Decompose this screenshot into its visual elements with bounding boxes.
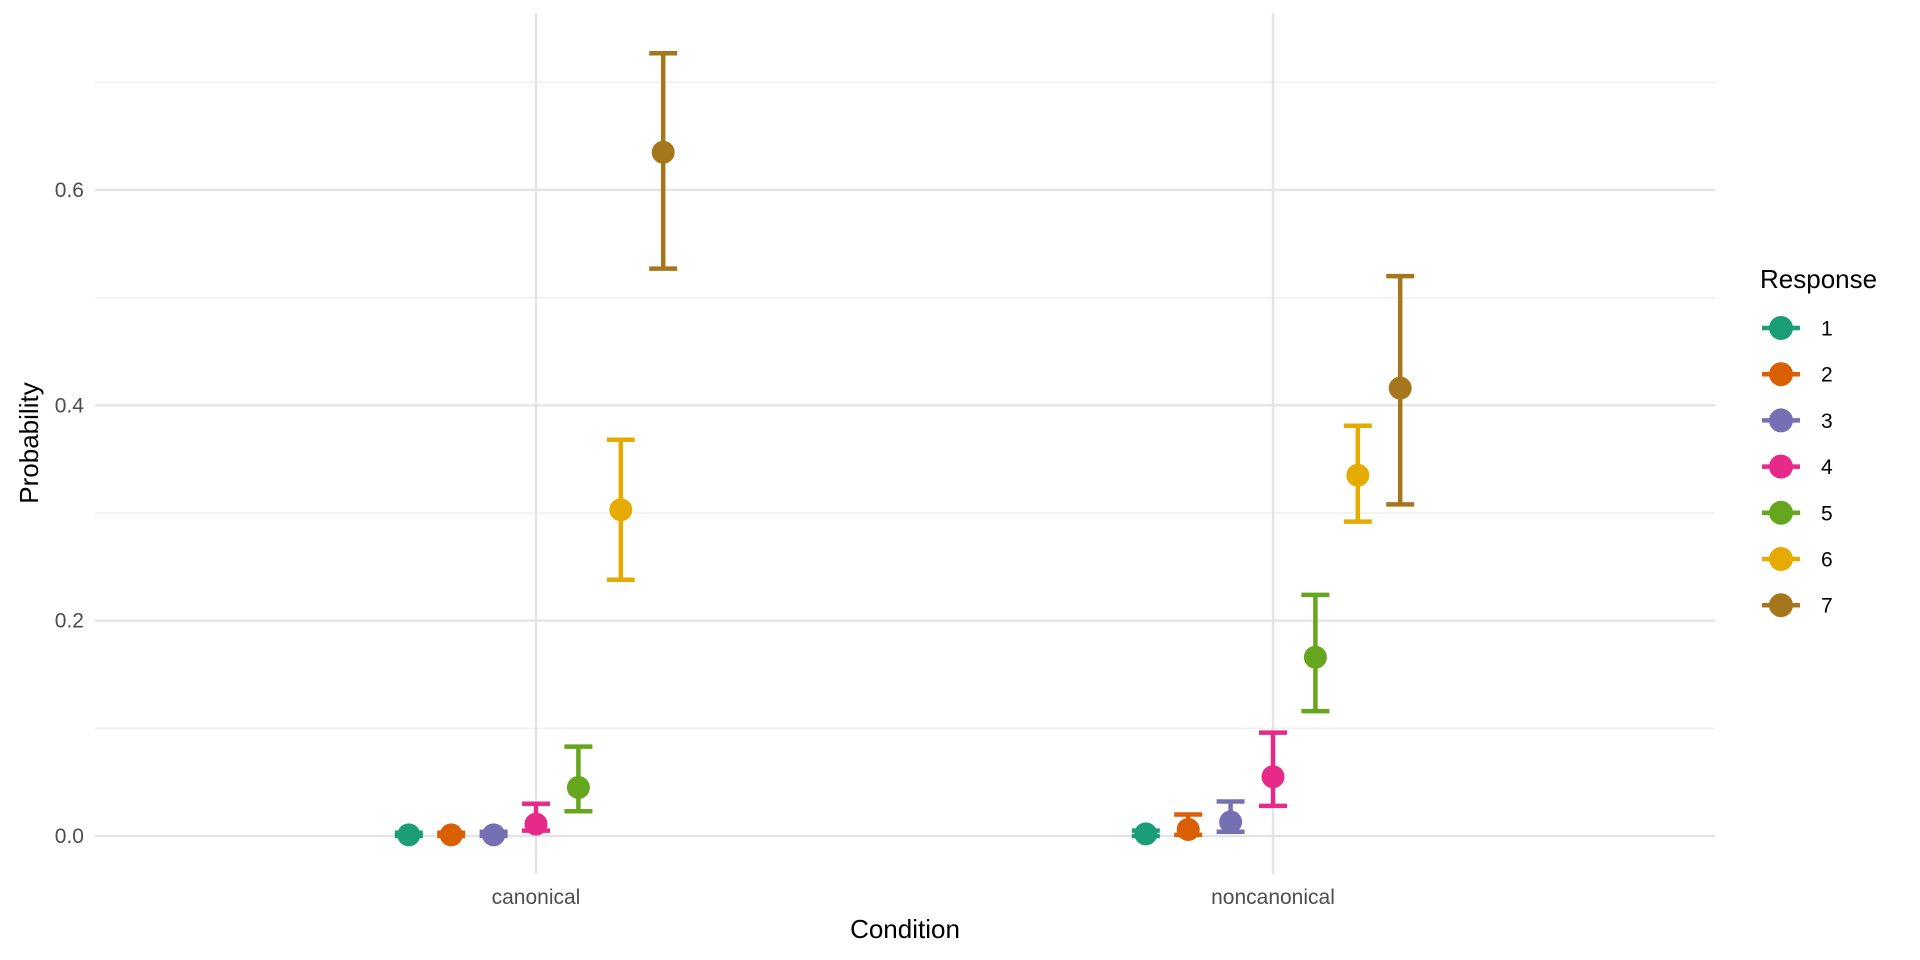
pointrange-canonical-response-5 — [564, 744, 593, 814]
x-axis-title: Condition — [850, 914, 960, 944]
legend-label-2: 2 — [1821, 364, 1833, 387]
mean-point-noncanonical-3 — [1219, 810, 1243, 834]
legend-label-6: 6 — [1821, 549, 1833, 572]
legend-item-1: 1 — [1762, 316, 1833, 341]
legend-item-6: 6 — [1762, 547, 1833, 572]
pointrange-canonical-response-3 — [479, 823, 508, 847]
legend-key-point-6 — [1769, 547, 1793, 571]
legend-key-point-4 — [1769, 454, 1793, 479]
pointrange-canonical-response-6 — [606, 437, 635, 582]
pointrange-canonical-response-4 — [522, 801, 550, 836]
legend-key-point-2 — [1769, 362, 1793, 387]
legend-label-5: 5 — [1821, 502, 1833, 525]
mean-point-noncanonical-2 — [1176, 818, 1200, 842]
mean-point-canonical-2 — [439, 823, 463, 847]
pointrange-canonical-response-1 — [394, 823, 423, 847]
mean-point-canonical-6 — [609, 498, 633, 522]
mean-point-noncanonical-6 — [1346, 463, 1370, 487]
x-tick-label-noncanonical: noncanonical — [1211, 886, 1335, 909]
major-gridlines — [95, 188, 1715, 838]
y-tick-label-0.2: 0.2 — [55, 610, 84, 633]
legend-item-7: 7 — [1762, 593, 1833, 618]
legend-items: 1 2 3 4 5 6 7 — [1762, 316, 1833, 618]
legend-label-1: 1 — [1821, 318, 1833, 341]
x-tick-label-canonical: canonical — [492, 886, 581, 909]
y-axis-tick-labels: 0.0 0.2 0.4 0.6 — [55, 179, 85, 848]
mean-point-noncanonical-5 — [1303, 645, 1327, 669]
legend-key-point-5 — [1769, 500, 1793, 525]
x-axis-tick-labels: canonical noncanonical — [492, 886, 1335, 909]
legend-key-point-1 — [1769, 316, 1793, 340]
mean-point-canonical-1 — [397, 823, 421, 847]
legend: Response 1 2 3 4 5 6 7 — [1760, 264, 1877, 618]
pointrange-noncanonical-response-5 — [1301, 592, 1330, 714]
legend-label-4: 4 — [1821, 456, 1833, 479]
mean-point-canonical-4 — [524, 812, 548, 836]
mean-point-canonical-3 — [482, 823, 506, 847]
minor-gridlines — [95, 81, 1715, 730]
mean-point-noncanonical-7 — [1388, 376, 1412, 400]
legend-key-point-7 — [1769, 593, 1793, 618]
mean-point-noncanonical-4 — [1261, 765, 1285, 789]
y-axis-title: Probability — [14, 382, 44, 503]
pointrange-noncanonical-response-3 — [1216, 799, 1245, 834]
vertical-gridlines — [534, 13, 1275, 874]
pointrange-canonical-response-7 — [649, 50, 678, 271]
y-tick-label-0.0: 0.0 — [55, 825, 84, 848]
pointrange-noncanonical-response-6 — [1343, 423, 1372, 524]
legend-label-7: 7 — [1821, 595, 1833, 618]
mean-point-canonical-7 — [651, 140, 675, 164]
legend-title: Response — [1760, 264, 1877, 294]
pointrange-noncanonical-response-7 — [1386, 273, 1415, 507]
mean-point-canonical-5 — [566, 776, 590, 800]
y-tick-label-0.4: 0.4 — [55, 394, 85, 417]
legend-item-3: 3 — [1762, 408, 1833, 433]
pointrange-noncanonical-response-2 — [1174, 812, 1203, 842]
legend-key-point-3 — [1769, 408, 1793, 433]
legend-item-2: 2 — [1762, 362, 1833, 387]
pointrange-series — [394, 50, 1415, 847]
legend-item-5: 5 — [1762, 500, 1833, 525]
pointrange-noncanonical-response-4 — [1259, 730, 1287, 809]
legend-label-3: 3 — [1821, 410, 1833, 433]
mean-point-noncanonical-1 — [1134, 822, 1158, 846]
pointrange-noncanonical-response-1 — [1131, 822, 1160, 846]
legend-item-4: 4 — [1762, 454, 1833, 479]
pointrange-canonical-response-2 — [437, 823, 466, 847]
y-tick-label-0.6: 0.6 — [55, 179, 84, 202]
